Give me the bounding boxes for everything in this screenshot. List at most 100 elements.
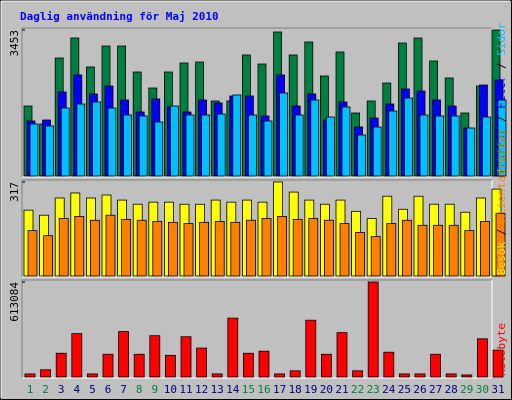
legend-entry: Besök [495, 242, 508, 275]
bar [435, 115, 445, 177]
bar [450, 115, 460, 177]
bar [29, 123, 39, 177]
legend-separator: / [495, 56, 508, 76]
x-tick-label: 6 [105, 383, 112, 396]
x-tick-label: 22 [351, 383, 364, 396]
bar [43, 235, 53, 277]
bar [199, 221, 210, 277]
bar [320, 353, 332, 378]
bar [55, 352, 67, 378]
bar [476, 338, 488, 378]
x-tick-label: 19 [304, 383, 317, 396]
bar [310, 99, 320, 177]
bar [242, 352, 254, 378]
bar [372, 126, 382, 177]
bar [398, 373, 410, 378]
x-tick-label: 24 [382, 383, 396, 396]
bar [388, 110, 398, 177]
bar [121, 218, 131, 277]
bar [90, 219, 100, 277]
bar [289, 370, 301, 378]
x-tick-label: 21 [335, 383, 348, 396]
legend-entry: Filer [495, 75, 508, 108]
bar [492, 349, 504, 378]
legend-entry: Träffar [495, 128, 508, 175]
x-tick-label: 29 [460, 383, 473, 396]
x-tick-label: 16 [257, 383, 270, 396]
legend: Kilobyte [495, 323, 508, 376]
bar [261, 218, 272, 277]
bar [138, 115, 148, 177]
x-tick-label: 13 [211, 383, 224, 396]
x-tick-label: 1 [27, 383, 34, 396]
x-tick-label: 28 [445, 383, 458, 396]
bar [430, 353, 442, 378]
x-tick-label: 14 [226, 383, 240, 396]
bar [74, 215, 85, 277]
bar [167, 221, 178, 277]
bar [292, 218, 303, 277]
bar [495, 213, 506, 277]
bar [401, 219, 412, 277]
panel [21, 279, 493, 379]
bar [164, 354, 176, 378]
bar [339, 223, 350, 277]
bar [294, 114, 304, 177]
bar [355, 232, 366, 277]
x-tick-label: 2 [42, 383, 49, 396]
bar [230, 221, 241, 277]
y-tick-label: 317 [8, 182, 21, 202]
bar [214, 221, 225, 277]
bar [479, 221, 490, 277]
bar [183, 223, 194, 277]
bar [105, 214, 116, 277]
bar [123, 114, 132, 177]
bar [227, 317, 239, 378]
x-tick-label: 20 [320, 383, 333, 396]
bar [40, 369, 51, 378]
legend-entry: Klientadresser [495, 129, 508, 222]
bar [386, 223, 397, 277]
x-tick-label: 17 [273, 383, 286, 396]
bar [417, 224, 428, 277]
bar [180, 336, 192, 378]
bar [448, 224, 459, 277]
bar [152, 221, 163, 277]
x-tick-label: 23 [367, 383, 380, 396]
bar [279, 92, 289, 177]
x-tick-label: 7 [120, 383, 127, 396]
bar [308, 218, 319, 277]
bar [263, 120, 273, 177]
chart-title: Daglig användning för Maj 2010 [20, 10, 219, 23]
legend: Besök / Klientadresser [495, 129, 508, 275]
bar [102, 353, 114, 378]
x-tick-label: 27 [429, 383, 442, 396]
bar [383, 351, 395, 378]
x-tick-label: 10 [164, 383, 177, 396]
legend-separator: / [495, 109, 508, 129]
y-tick-label: 613084 [8, 282, 21, 322]
bar [76, 103, 86, 177]
y-tick-label: 3453 [8, 30, 21, 57]
bar [274, 373, 286, 378]
bar [27, 230, 38, 277]
bar [133, 353, 145, 378]
x-tick-label: 25 [398, 383, 411, 396]
x-tick-label: 15 [242, 383, 255, 396]
x-tick-label: 8 [136, 383, 143, 396]
bar [92, 101, 101, 177]
bar [154, 121, 164, 177]
bar [414, 373, 426, 378]
bar [352, 370, 364, 378]
bar [247, 114, 257, 177]
bar [464, 230, 475, 277]
bar [258, 350, 270, 378]
bar [196, 347, 208, 378]
bar [232, 94, 242, 177]
bar [433, 224, 444, 277]
x-tick-label: 31 [491, 383, 504, 396]
x-tick-label: 18 [289, 383, 302, 396]
bar [216, 113, 226, 177]
bar [71, 333, 83, 378]
